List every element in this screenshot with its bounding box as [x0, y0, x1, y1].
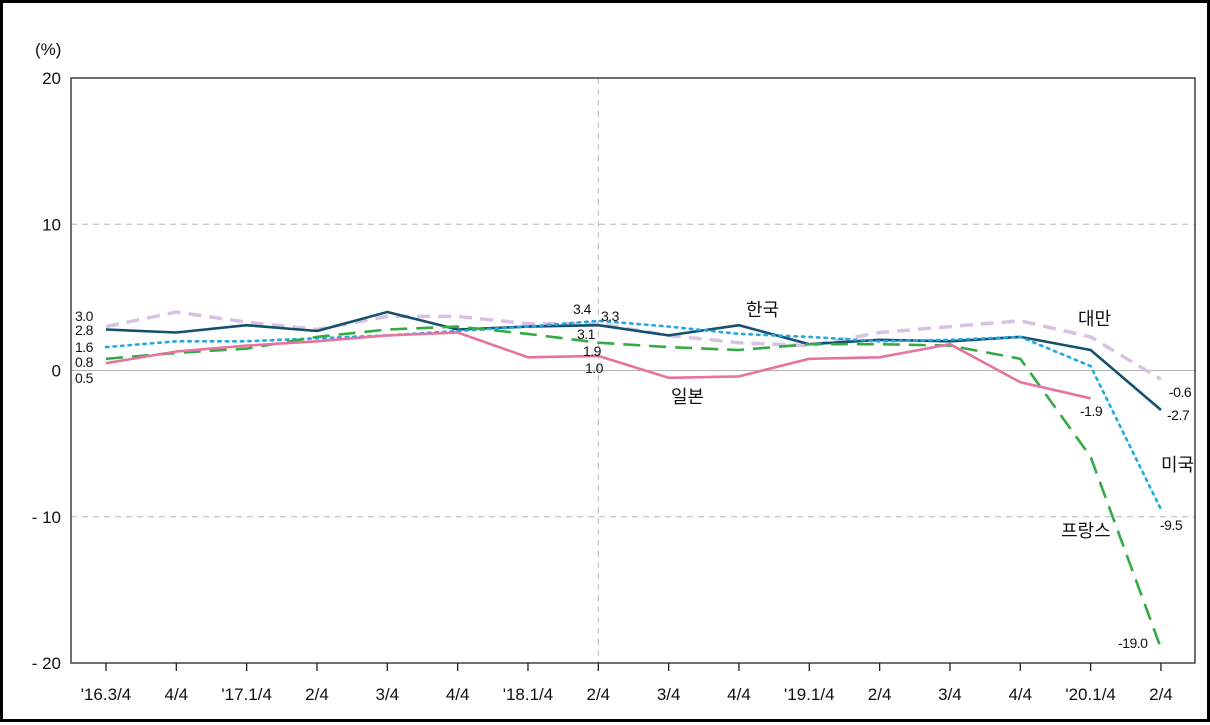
data-label: -0.6	[1169, 384, 1192, 400]
data-label: 1.6	[75, 339, 94, 355]
data-label: 3.1	[577, 326, 596, 342]
x-tick-label: 4/4	[165, 685, 189, 704]
data-label: 1.9	[583, 343, 602, 359]
data-label: 3.3	[601, 308, 620, 324]
line-chart: 20 10 0 - 10 - 20 '16.3/4 4/4 '17.1/4 2/4 3/4 4/4 '…	[32, 40, 1196, 704]
x-tick-label: 3/4	[375, 685, 399, 704]
data-label: 1.0	[585, 360, 604, 376]
y-tick-label: 10	[42, 215, 61, 234]
axes-layer: 20 10 0 - 10 - 20 '16.3/4 4/4 '17.1/4 2/4 3/4 4/4 '…	[32, 69, 1196, 704]
series-label: 미국	[1161, 455, 1194, 475]
y-unit-label: (%)	[35, 40, 61, 59]
x-tick-label: '18.1/4	[503, 685, 554, 704]
data-label: -9.5	[1160, 517, 1183, 533]
y-tick-label: 0	[52, 362, 61, 381]
series-line-한국	[105, 310, 1162, 411]
x-tick-label: 4/4	[1008, 685, 1032, 704]
x-tick-label: '20.1/4	[1065, 685, 1116, 704]
series-label: 일본	[671, 387, 704, 407]
x-tick-label: 4/4	[446, 685, 470, 704]
series-line-미국	[104, 319, 1163, 511]
series-label: 한국	[746, 300, 779, 320]
x-tick-label: 4/4	[727, 685, 751, 704]
y-tick-label: 20	[42, 69, 61, 88]
label-layer: 3.02.81.60.80.5 3.4 3.3 3.11.91.0 -0.6 -2.7 -9…	[75, 300, 1194, 651]
series-label: 프랑스	[1061, 521, 1111, 541]
data-label: 0.8	[75, 354, 94, 370]
data-label: 3.0	[75, 308, 94, 324]
x-tick-label: '17.1/4	[221, 685, 272, 704]
y-tick-label: - 10	[32, 508, 61, 527]
x-tick-label: 2/4	[868, 685, 892, 704]
x-tick-label: 2/4	[1149, 685, 1173, 704]
series-line-프랑스	[105, 325, 1163, 649]
x-tick-label: 3/4	[938, 685, 962, 704]
series-line-일본	[105, 331, 1091, 400]
x-tick-label: 2/4	[305, 685, 329, 704]
series-label: 대만	[1078, 309, 1111, 329]
series-layer	[104, 310, 1163, 649]
x-tick-label: 3/4	[657, 685, 681, 704]
data-label: 3.4	[573, 301, 592, 317]
plot-border	[70, 77, 1196, 664]
data-label: -19.0	[1118, 635, 1148, 651]
x-tick-label: '19.1/4	[784, 685, 835, 704]
data-label: 0.5	[75, 370, 94, 386]
y-tick-label: - 20	[32, 654, 61, 673]
data-label: 2.8	[75, 322, 94, 338]
x-tick-label: 2/4	[586, 685, 610, 704]
data-label: -1.9	[1080, 403, 1103, 419]
x-tick-label: '16.3/4	[81, 685, 132, 704]
data-label: -2.7	[1167, 407, 1190, 423]
grid-layer	[71, 78, 1195, 663]
